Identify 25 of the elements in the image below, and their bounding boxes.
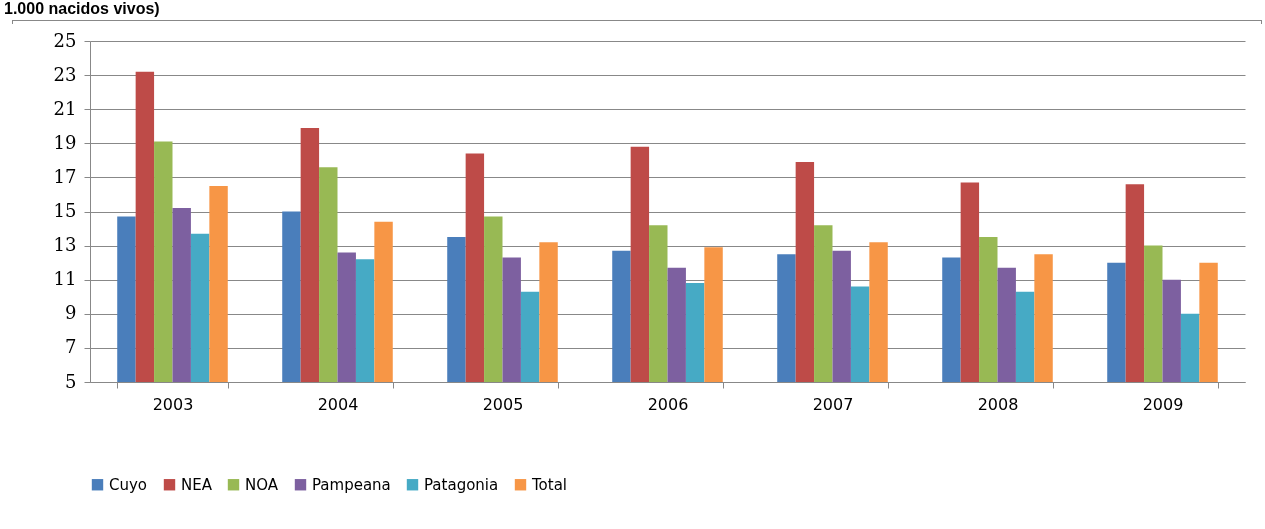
x-tick-label: 2008 [977, 394, 1019, 414]
y-tick-label: 19 [53, 131, 77, 153]
x-tick-label: 2009 [1142, 394, 1184, 414]
x-tick-label: 2004 [317, 394, 359, 414]
legend-label: Patagonia [424, 475, 499, 494]
y-tick-label: 11 [53, 268, 77, 290]
y-tick-label: 17 [53, 165, 77, 187]
x-tick-label: 2007 [812, 394, 854, 414]
x-tick-label: 2006 [647, 394, 689, 414]
legend-label: NOA [245, 475, 279, 494]
legend-label: Cuyo [109, 475, 148, 494]
y-tick-label: 13 [53, 234, 77, 256]
chart-title: 1.000 nacidos vivos) [4, 0, 160, 18]
y-tick-label: 7 [65, 336, 77, 358]
x-tick-label: 2003 [152, 394, 194, 414]
y-tick-label: 21 [53, 97, 77, 119]
x-tick-label: 2005 [482, 394, 524, 414]
y-tick-label: 5 [65, 370, 77, 392]
y-tick-label: 15 [53, 200, 77, 221]
legend-label: NEA [181, 475, 213, 494]
y-tick-label: 23 [53, 63, 77, 85]
y-tick-label: 25 [53, 29, 77, 51]
y-tick-label: 9 [65, 302, 77, 324]
legend-label: Pampeana [312, 475, 391, 494]
legend-label: Total [531, 475, 568, 494]
